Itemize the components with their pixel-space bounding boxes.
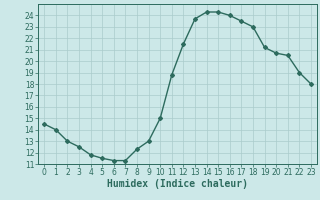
X-axis label: Humidex (Indice chaleur): Humidex (Indice chaleur) — [107, 179, 248, 189]
